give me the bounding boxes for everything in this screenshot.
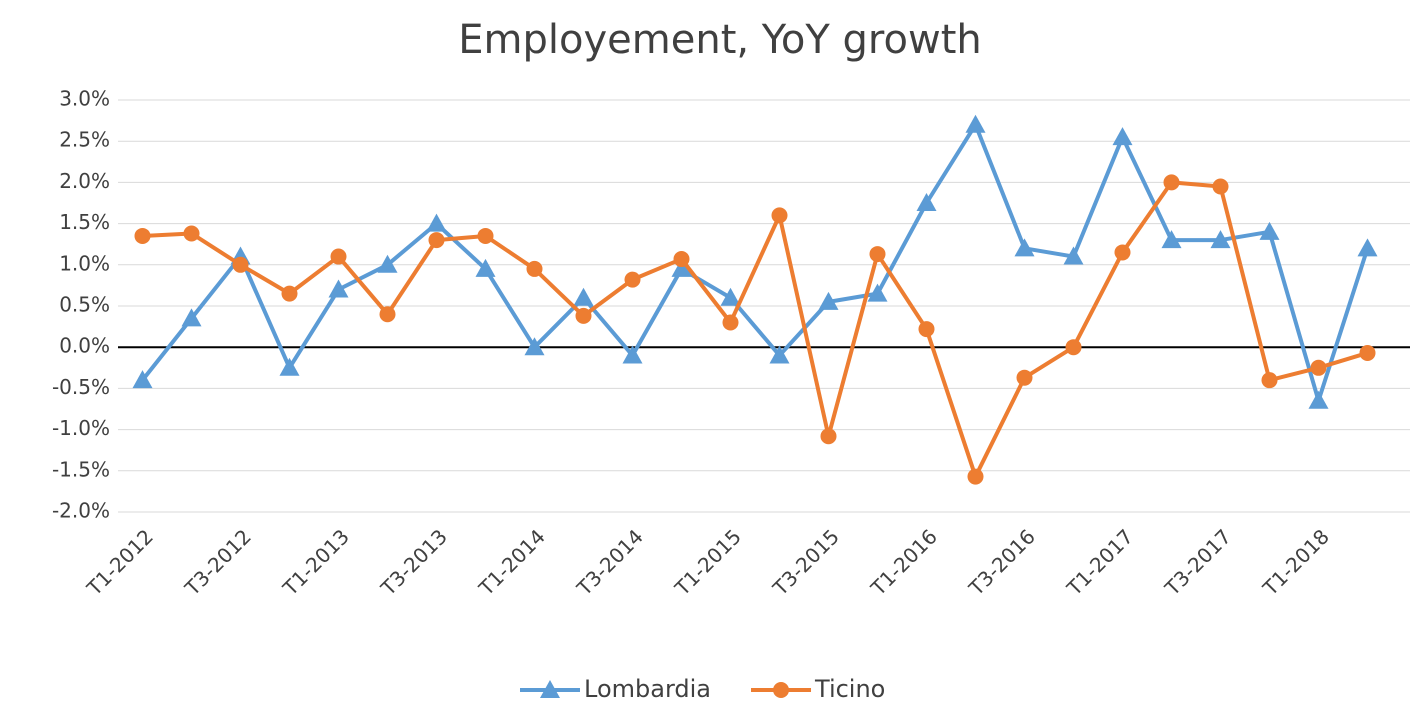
y-tick-label: 1.0% [59,251,110,275]
data-point [1161,230,1182,249]
data-point [232,256,249,273]
data-point [183,225,200,242]
data-point [820,428,837,445]
data-point [918,321,935,338]
data-point [1016,369,1033,386]
legend-label: Lombardia [584,675,711,703]
data-point [720,287,741,306]
data-point [1212,178,1229,195]
data-point [965,114,986,133]
legend-label: Ticino [814,675,885,703]
data-point [134,227,151,244]
x-tick-label: T3-2014 [572,524,648,600]
data-point [181,308,202,327]
x-tick-label: T1-2015 [670,524,746,600]
x-tick-label: T3-2015 [768,524,844,600]
data-point [524,337,545,356]
data-point [1163,174,1180,191]
y-tick-label: -1.0% [52,416,110,440]
data-point [281,285,298,302]
data-point [722,314,739,331]
data-point [575,307,592,324]
data-point [132,370,153,389]
data-point [1259,221,1280,240]
x-tick-label: T1-2014 [474,524,550,600]
data-point [769,345,790,364]
data-point [818,291,839,310]
data-point [1014,238,1035,257]
data-point [1359,344,1376,361]
data-point [1308,390,1329,409]
data-point [869,246,886,263]
data-point [771,207,788,224]
data-point [1114,244,1131,261]
data-point [622,345,643,364]
series-line [140,122,1370,403]
x-tick-label: T3-2016 [964,524,1040,600]
x-tick-label: T1-2017 [1062,524,1138,600]
series-line [142,180,1369,479]
y-tick-label: 1.5% [59,210,110,234]
data-point [330,248,347,265]
data-point [426,213,447,232]
data-point [673,251,690,268]
legend-marker [773,682,790,698]
data-point [428,232,445,249]
data-point [867,283,888,302]
chart-title: Employement, YoY growth [458,17,981,63]
data-point [328,279,349,298]
y-tick-label: -1.5% [52,457,110,481]
data-point [477,227,494,244]
data-point [967,468,984,485]
data-point [1357,238,1378,257]
data-point [1065,339,1082,356]
data-point [1210,230,1231,249]
y-tick-label: 0.5% [59,293,110,317]
data-point [916,193,937,211]
x-tick-label: T1-2012 [82,524,158,600]
x-tick-label: T3-2017 [1160,524,1236,600]
data-point [671,258,692,277]
y-tick-label: 2.5% [59,128,110,152]
y-tick-label: 2.0% [59,169,110,193]
data-point [475,258,496,277]
x-tick-label: T1-2013 [278,524,354,600]
data-point [1310,359,1327,376]
data-point [1261,372,1278,389]
data-point [1063,246,1084,265]
y-tick-label: 3.0% [59,87,110,111]
data-point [526,260,543,277]
y-tick-label: -0.5% [52,375,110,399]
data-point [573,287,594,306]
y-tick-label: 0.0% [59,334,110,358]
x-tick-label: T3-2012 [180,524,256,600]
legend-marker [540,680,560,698]
x-tick-label: T1-2016 [866,524,942,600]
x-tick-label: T3-2013 [376,524,452,600]
data-point [279,357,300,376]
data-point [1112,127,1133,146]
data-point [377,254,398,273]
y-tick-label: -2.0% [52,499,110,523]
data-point [379,306,396,323]
x-tick-label: T1-2018 [1258,524,1334,600]
data-point [624,271,641,288]
